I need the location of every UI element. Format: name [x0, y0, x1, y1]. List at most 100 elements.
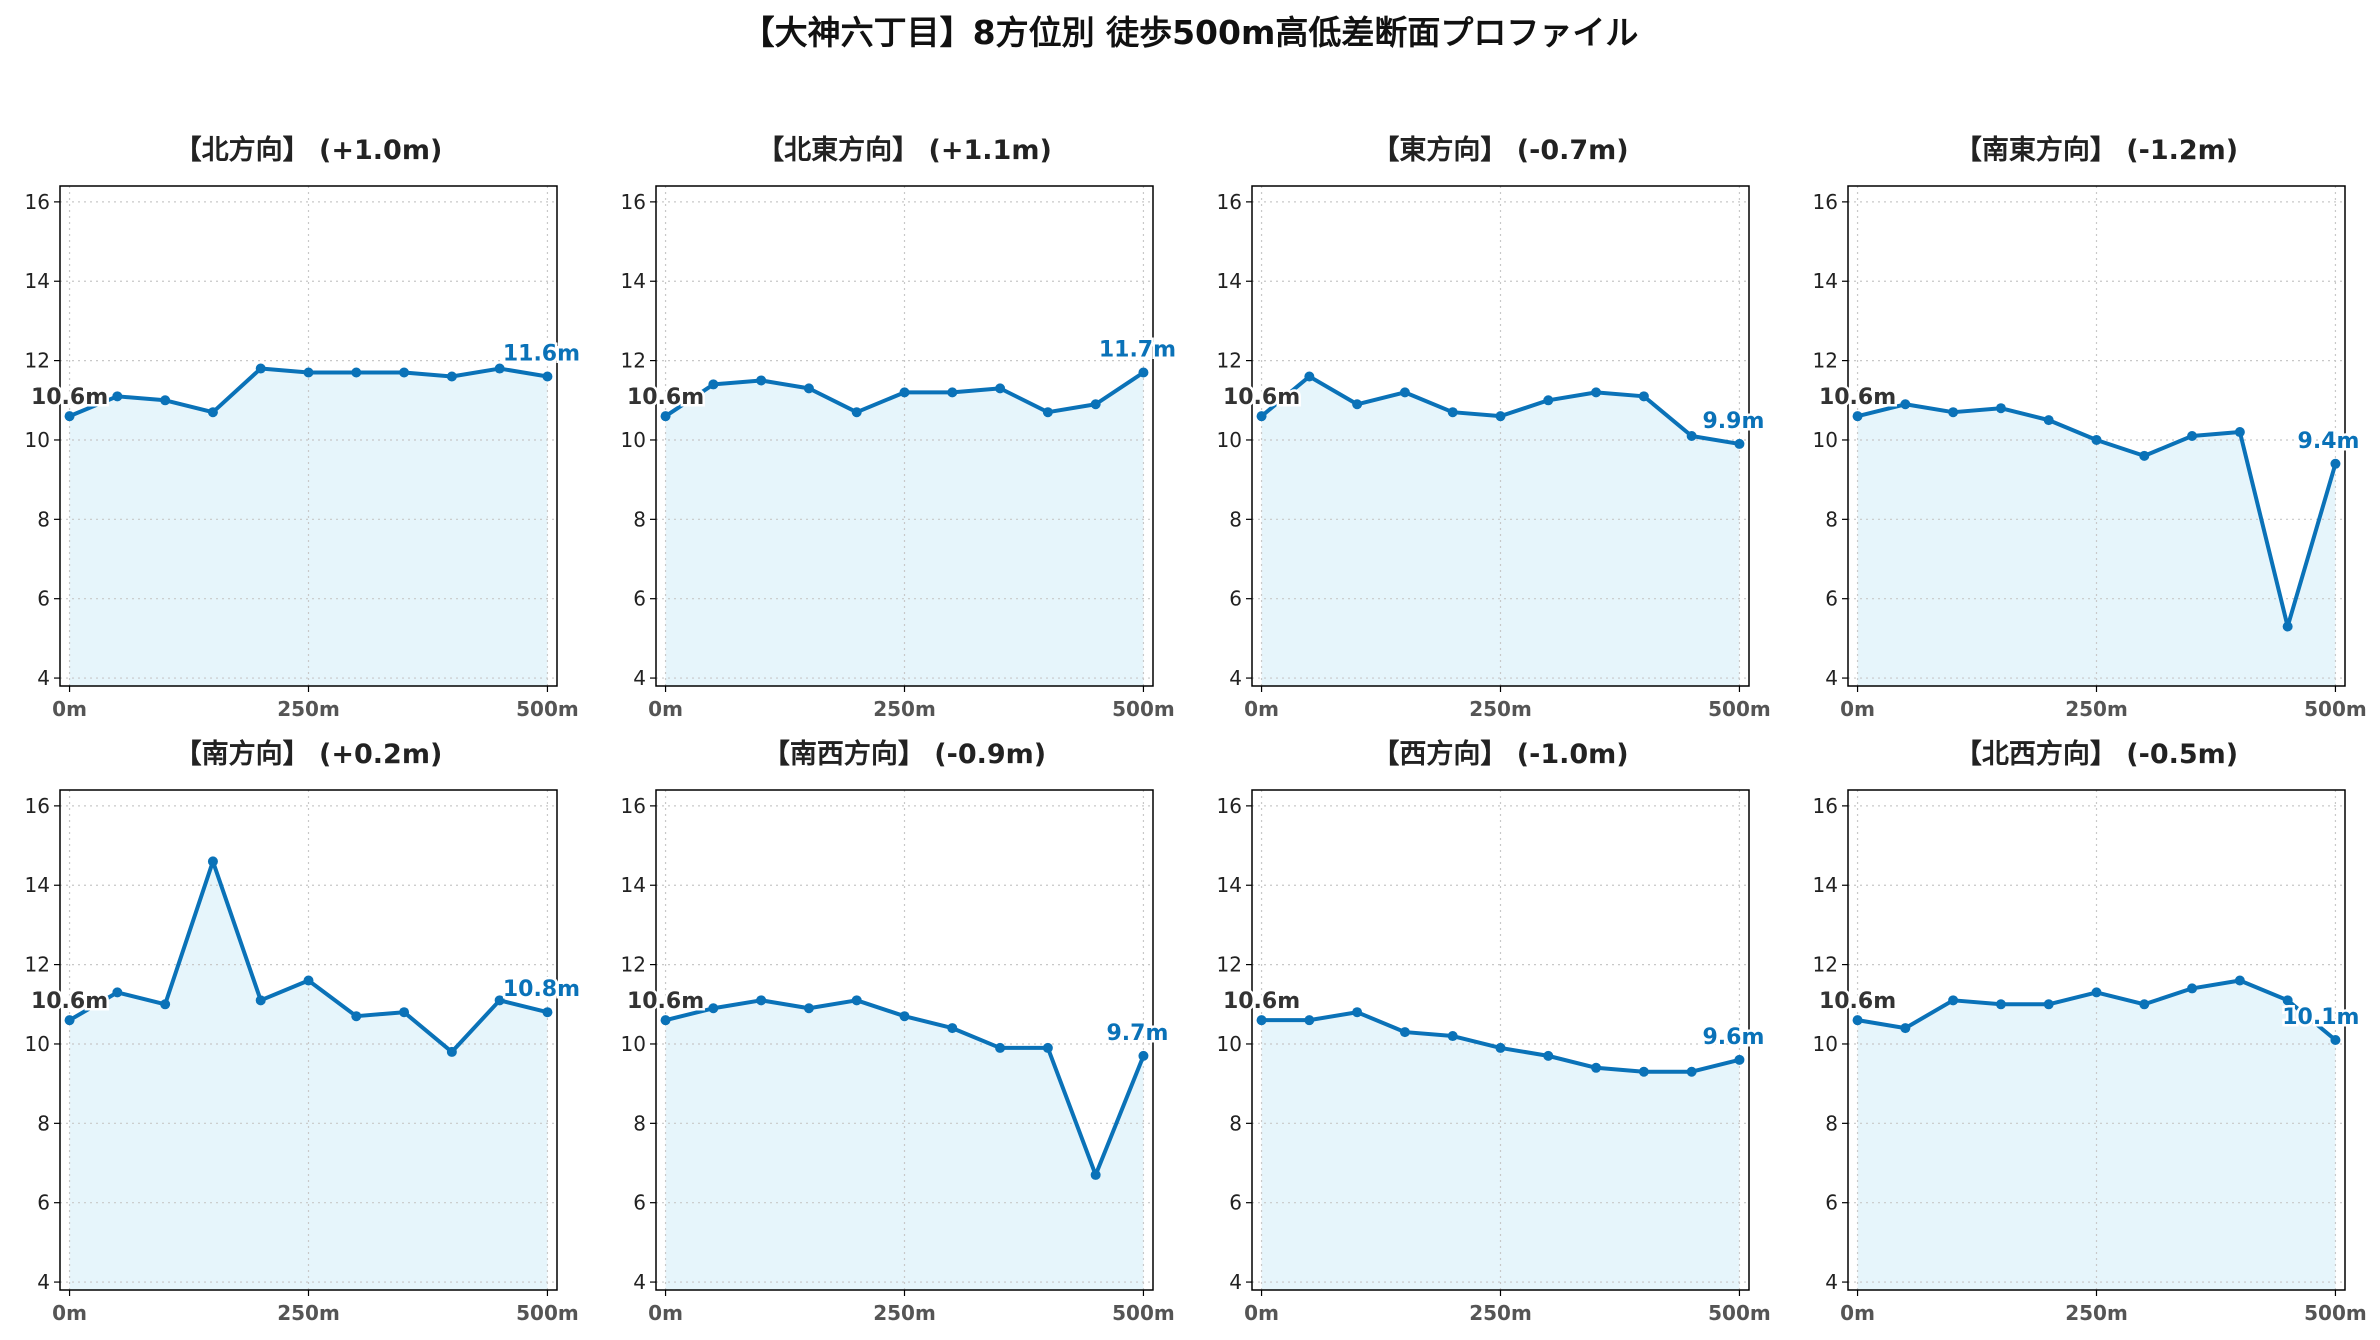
data-point	[660, 411, 671, 422]
data-point	[1042, 407, 1053, 418]
start-value-label: 10.6m	[1223, 989, 1300, 1014]
data-point	[1686, 1066, 1697, 1077]
x-tick-label: 500m	[516, 697, 579, 721]
data-point	[1900, 1023, 1911, 1034]
data-point	[899, 1011, 910, 1022]
data-point	[1638, 391, 1649, 402]
x-tick-label: 0m	[648, 697, 683, 721]
figure-title: 【大神六丁目】8方位別 徒歩500m高低差断面プロファイル	[742, 13, 1639, 52]
panels: 【北方向】 (+1.0m) 4 6 8 10 12 14 16 0m 250m 500m 10.6m 1…	[25, 134, 2367, 1325]
data-point	[2234, 975, 2245, 986]
y-tick-label: 10	[1813, 428, 1838, 452]
y-tick-label: 16	[1217, 190, 1242, 214]
data-point	[2043, 415, 2054, 426]
area-fill	[69, 861, 548, 1290]
end-value-label: 9.7m	[1106, 1021, 1168, 1046]
data-point	[160, 395, 171, 406]
chart-panel-5: 【南西方向】 (-0.9m) 4 6 8 10 12 14 16 0m 250m 500m 10.6m…	[621, 738, 1175, 1325]
data-point	[1995, 999, 2006, 1010]
data-point	[1638, 1066, 1649, 1077]
data-point	[1543, 1050, 1554, 1061]
x-tick-label: 250m	[2065, 1301, 2128, 1325]
data-point	[542, 371, 553, 382]
end-value-label: 11.6m	[503, 341, 580, 366]
data-point	[1948, 995, 1959, 1006]
y-tick-label: 10	[25, 428, 50, 452]
data-point	[1256, 1015, 1267, 1026]
start-value-label: 10.6m	[31, 989, 108, 1014]
data-point	[1447, 407, 1458, 418]
data-point	[756, 995, 767, 1006]
data-point	[1138, 367, 1149, 378]
data-point	[1399, 1027, 1410, 1038]
y-tick-label: 6	[37, 1191, 50, 1215]
data-point	[947, 1023, 958, 1034]
x-tick-label: 250m	[2065, 697, 2128, 721]
data-point	[303, 367, 314, 378]
x-tick-label: 500m	[2304, 697, 2367, 721]
x-tick-label: 250m	[1469, 697, 1532, 721]
data-point	[2282, 995, 2293, 1006]
y-tick-label: 10	[621, 428, 646, 452]
area-fill	[1261, 376, 1740, 686]
y-tick-label: 6	[1825, 1191, 1838, 1215]
data-point	[1138, 1050, 1149, 1061]
y-tick-label: 4	[633, 666, 646, 690]
y-tick-label: 10	[1813, 1032, 1838, 1056]
y-tick-label: 4	[1229, 666, 1242, 690]
y-tick-label: 12	[621, 349, 646, 373]
data-point	[399, 1007, 410, 1018]
data-point	[64, 411, 75, 422]
data-point	[255, 995, 266, 1006]
data-point	[803, 383, 814, 394]
y-tick-label: 10	[1217, 428, 1242, 452]
y-tick-label: 10	[621, 1032, 646, 1056]
y-tick-label: 16	[25, 190, 50, 214]
data-point	[708, 1003, 719, 1014]
data-point	[2234, 427, 2245, 438]
end-value-label: 9.6m	[1702, 1025, 1764, 1050]
data-point	[1900, 399, 1911, 410]
y-tick-label: 16	[621, 794, 646, 818]
y-tick-label: 8	[1229, 507, 1242, 531]
x-tick-label: 250m	[277, 697, 340, 721]
y-tick-label: 8	[633, 507, 646, 531]
data-point	[1852, 411, 1863, 422]
data-point	[1495, 1042, 1506, 1053]
y-tick-label: 6	[1229, 587, 1242, 611]
x-tick-label: 500m	[1112, 1301, 1175, 1325]
y-tick-label: 6	[1825, 587, 1838, 611]
y-tick-label: 10	[1217, 1032, 1242, 1056]
y-tick-label: 14	[621, 873, 646, 897]
y-tick-label: 16	[1813, 794, 1838, 818]
start-value-label: 10.6m	[1819, 385, 1896, 410]
chart-panel-4: 【南方向】 (+0.2m) 4 6 8 10 12 14 16 0m 250m 500m 10.6m 1…	[25, 738, 583, 1325]
data-point	[1304, 371, 1315, 382]
y-tick-label: 12	[25, 953, 50, 977]
y-tick-label: 4	[1825, 666, 1838, 690]
data-point	[1948, 407, 1959, 418]
start-value-label: 10.6m	[1819, 989, 1896, 1014]
y-tick-label: 14	[621, 269, 646, 293]
end-value-label: 10.8m	[503, 977, 580, 1002]
data-point	[160, 999, 171, 1010]
y-tick-label: 8	[633, 1111, 646, 1135]
data-point	[1591, 387, 1602, 398]
x-tick-label: 250m	[1469, 1301, 1532, 1325]
data-point	[1543, 395, 1554, 406]
y-tick-label: 4	[37, 1270, 50, 1294]
data-point	[1399, 387, 1410, 398]
data-point	[803, 1003, 814, 1014]
data-point	[303, 975, 314, 986]
y-tick-label: 12	[1217, 953, 1242, 977]
data-point	[1495, 411, 1506, 422]
x-tick-label: 250m	[873, 1301, 936, 1325]
panel-title: 【南方向】 (+0.2m)	[175, 738, 443, 770]
y-tick-label: 8	[1825, 507, 1838, 531]
y-tick-label: 4	[37, 666, 50, 690]
y-tick-label: 14	[25, 269, 50, 293]
y-tick-label: 4	[1825, 1270, 1838, 1294]
y-tick-label: 14	[25, 873, 50, 897]
data-point	[2282, 621, 2293, 632]
